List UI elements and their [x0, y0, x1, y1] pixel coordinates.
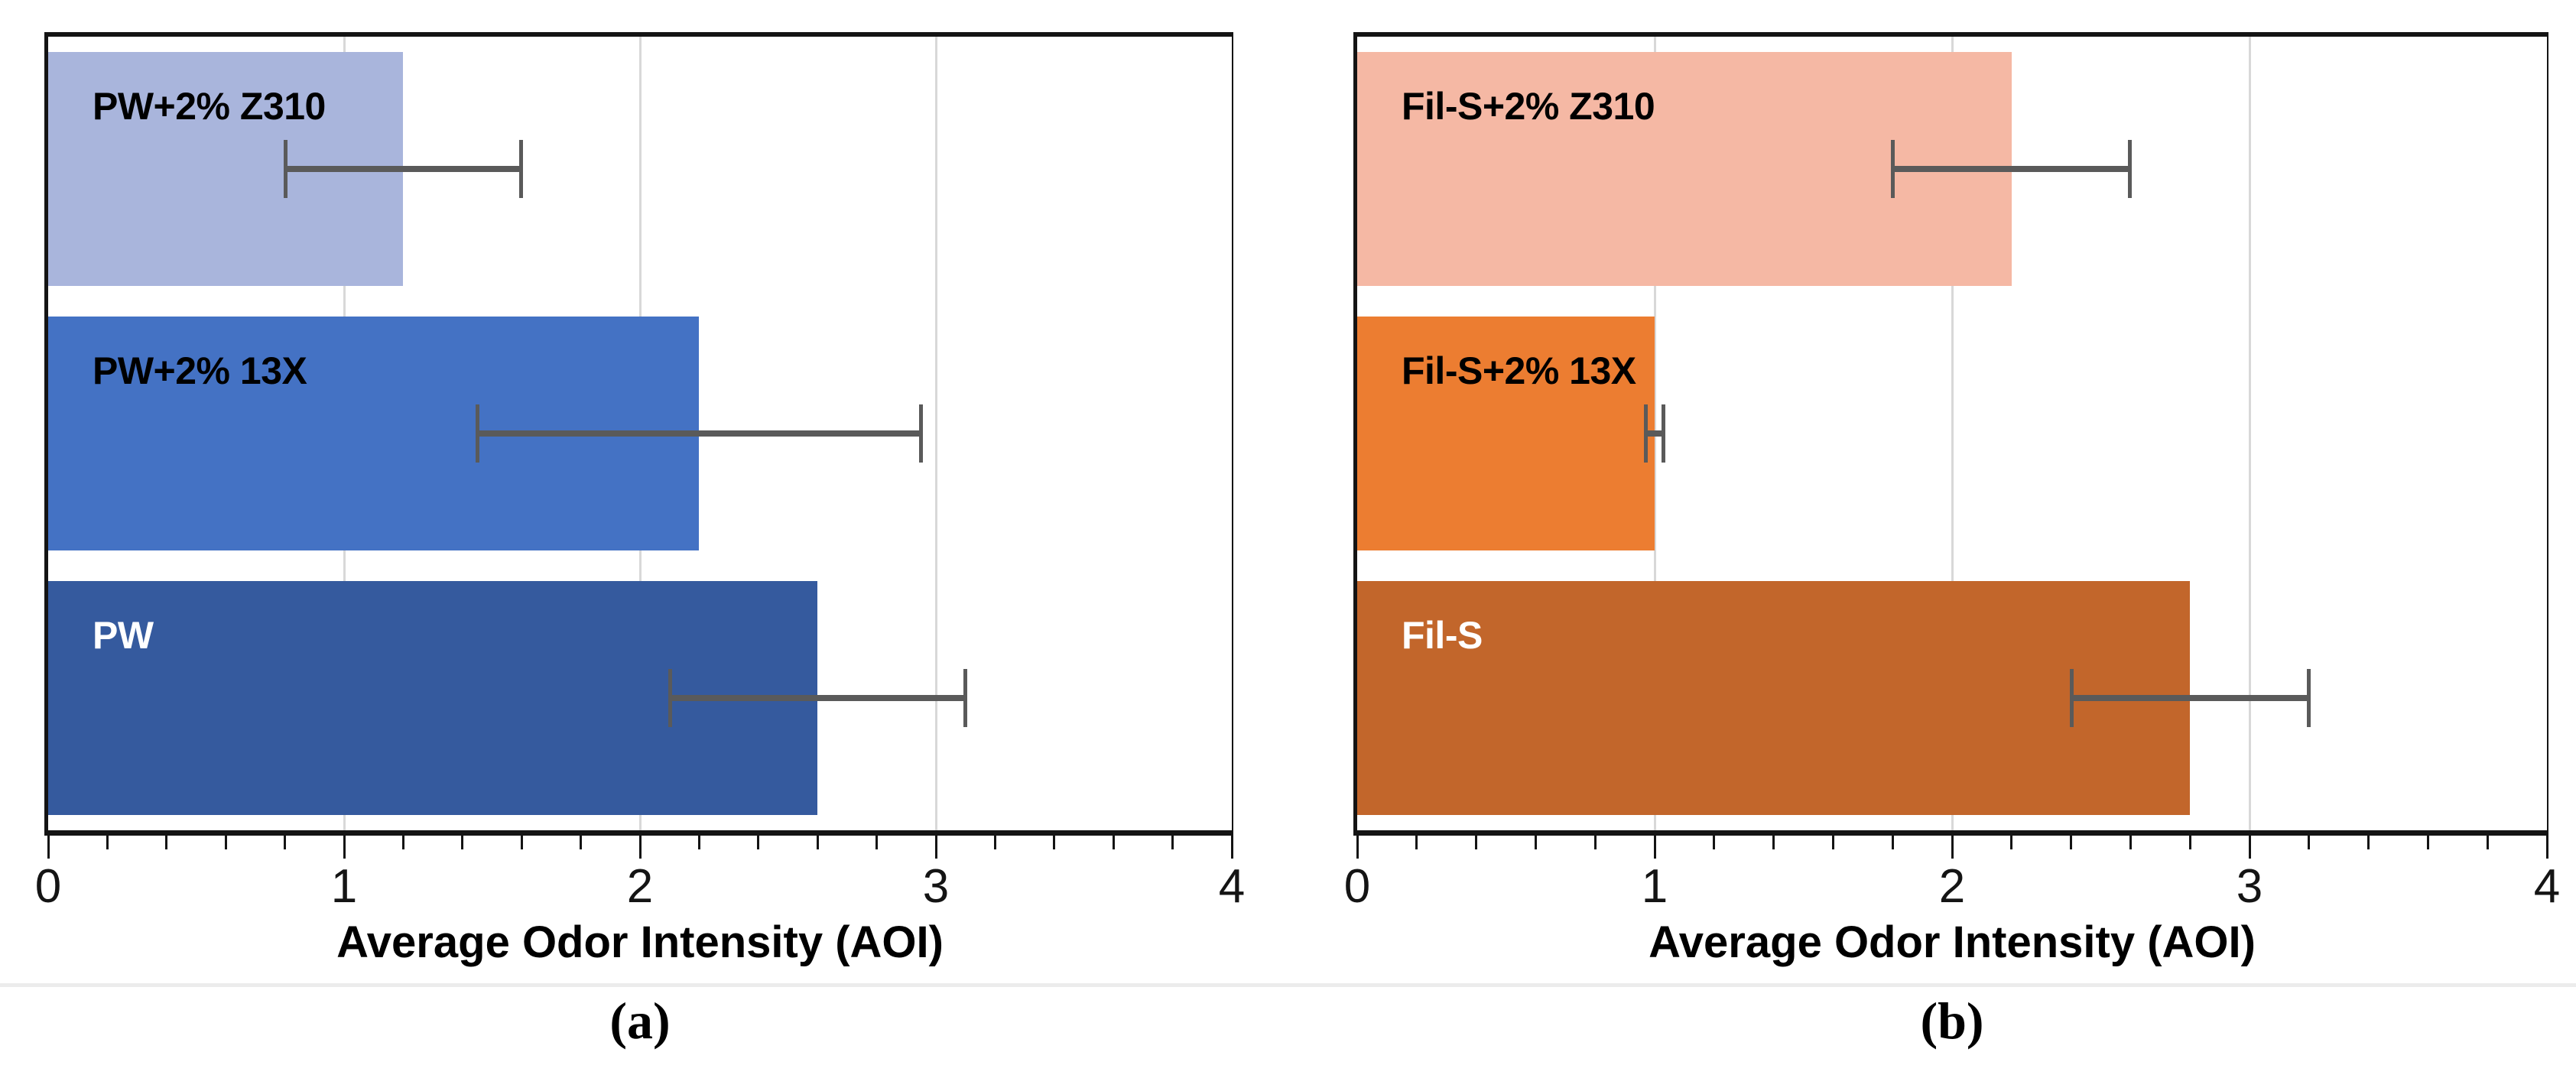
error-bar-line — [477, 430, 921, 437]
panel-caption-a: (a) — [609, 992, 671, 1050]
x-minor-tick-1.6 — [520, 836, 523, 849]
error-bar-cap-right — [2128, 140, 2133, 198]
x-major-tick-1 — [343, 836, 346, 859]
chart-panel-a: PW+2% Z310 PW+2% 13X PW Average Odor Inten… — [34, 32, 1246, 1050]
gridline-x3 — [934, 37, 937, 830]
error-bar-cap-left — [1644, 404, 1649, 463]
x-minor-tick-0.2 — [106, 836, 109, 849]
x-minor-tick-3.6 — [2426, 836, 2429, 849]
x-tick-label-4: 4 — [1218, 860, 1246, 913]
error-bar-cap-left — [2069, 669, 2074, 727]
x-minor-tick-1.2 — [1713, 836, 1716, 849]
x-major-tick-3 — [934, 836, 937, 859]
x-major-tick-2 — [638, 836, 642, 859]
x-minor-tick-0.8 — [1593, 836, 1597, 849]
bar-Fil-S — [1357, 581, 2191, 815]
x-minor-tick-3.6 — [1112, 836, 1115, 849]
x-minor-tick-3.2 — [2308, 836, 2311, 849]
error-bar-line — [669, 695, 966, 701]
error-bar-line — [1892, 166, 2131, 172]
x-minor-tick-0.4 — [1475, 836, 1478, 849]
x-tick-label-0: 0 — [1343, 860, 1371, 913]
x-minor-tick-2.8 — [2188, 836, 2191, 849]
error-bar-cap-right — [2306, 669, 2311, 727]
error-bar-line — [2071, 695, 2309, 701]
x-minor-tick-3.2 — [993, 836, 996, 849]
x-tick-label-3: 3 — [2236, 860, 2263, 913]
plot-area-a: PW+2% Z310 PW+2% 13X PW — [44, 32, 1233, 836]
x-minor-tick-0.4 — [165, 836, 168, 849]
x-minor-tick-2.2 — [697, 836, 700, 849]
error-bar-line — [284, 166, 522, 172]
x-tick-label-2: 2 — [626, 860, 654, 913]
x-minor-tick-0.6 — [224, 836, 227, 849]
error-bar-cap-right — [918, 404, 923, 463]
x-tick-label-2: 2 — [1938, 860, 1966, 913]
x-major-tick-4 — [1230, 836, 1233, 859]
x-tick-label-0: 0 — [34, 860, 62, 913]
error-bar-cap-left — [668, 669, 672, 727]
panel-caption-b: (b) — [1920, 992, 1984, 1050]
plot-area-b: Fil-S+2% Z310 Fil-S+2% 13X Fil-S — [1353, 32, 2548, 836]
error-bar-line — [1645, 430, 1664, 437]
x-major-tick-0 — [1356, 836, 1359, 859]
error-bar-cap-right — [963, 669, 967, 727]
x-minor-tick-1.8 — [580, 836, 583, 849]
x-major-tick-1 — [1653, 836, 1656, 859]
gridline-x3 — [2248, 37, 2251, 830]
gridline-x2 — [1951, 37, 1954, 830]
x-minor-tick-2.4 — [2070, 836, 2073, 849]
x-minor-tick-1.2 — [401, 836, 404, 849]
bar-label-Fil-S+2% 13X: Fil-S+2% 13X — [1402, 349, 1636, 392]
error-bar-cap-left — [476, 404, 480, 463]
x-minor-tick-0.2 — [1415, 836, 1418, 849]
x-minor-tick-3.8 — [2486, 836, 2489, 849]
chart-panel-b: Fil-S+2% Z310 Fil-S+2% 13X Fil-S Average O… — [1309, 0, 2576, 1091]
x-minor-tick-2.6 — [2129, 836, 2132, 849]
x-tick-label-4: 4 — [2533, 860, 2561, 913]
x-minor-tick-2.4 — [757, 836, 760, 849]
error-bar-cap-left — [1891, 140, 1895, 198]
figure-bottom-divider — [0, 983, 2576, 987]
x-minor-tick-3.4 — [1053, 836, 1056, 849]
x-axis-title-a: Average Odor Intensity (AOI) — [336, 917, 944, 967]
x-major-tick-0 — [47, 836, 50, 859]
error-bar-cap-right — [519, 140, 524, 198]
x-major-tick-3 — [2248, 836, 2251, 859]
bar-label-PW+2% 13X: PW+2% 13X — [93, 349, 307, 392]
x-minor-tick-2.2 — [2010, 836, 2013, 849]
bar-Fil-S+2% 13X — [1357, 317, 1655, 550]
bar-label-Fil-S: Fil-S — [1402, 614, 1483, 657]
x-minor-tick-3.8 — [1171, 836, 1174, 849]
x-major-tick-4 — [2545, 836, 2548, 859]
error-bar-cap-right — [1661, 404, 1665, 463]
x-axis-title-b: Average Odor Intensity (AOI) — [1649, 917, 2256, 967]
bar-label-Fil-S+2% Z310: Fil-S+2% Z310 — [1402, 85, 1655, 128]
x-minor-tick-3.4 — [2367, 836, 2370, 849]
x-tick-label-3: 3 — [922, 860, 950, 913]
x-minor-tick-2.8 — [875, 836, 879, 849]
x-minor-tick-1.6 — [1831, 836, 1834, 849]
x-minor-tick-0.6 — [1534, 836, 1537, 849]
x-minor-tick-1.8 — [1891, 836, 1894, 849]
x-minor-tick-0.8 — [284, 836, 287, 849]
x-minor-tick-1.4 — [461, 836, 464, 849]
x-minor-tick-1.4 — [1772, 836, 1775, 849]
x-tick-label-1: 1 — [330, 860, 358, 913]
x-tick-label-1: 1 — [1641, 860, 1668, 913]
bar-label-PW: PW — [93, 614, 154, 657]
x-minor-tick-2.6 — [816, 836, 819, 849]
bar-label-PW+2% Z310: PW+2% Z310 — [93, 85, 326, 128]
error-bar-cap-left — [283, 140, 287, 198]
x-major-tick-2 — [1951, 836, 1954, 859]
